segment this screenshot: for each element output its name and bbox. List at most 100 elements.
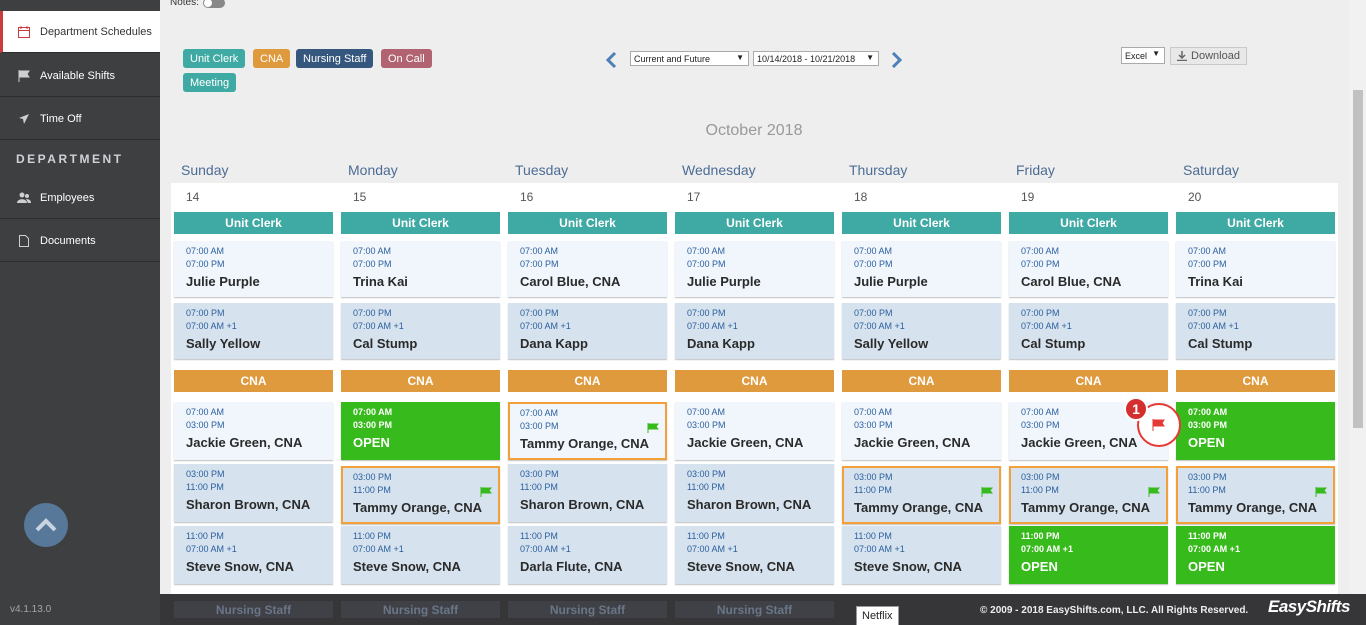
shift-start-time: 03:00 PM <box>1021 472 1060 482</box>
shift-card[interactable]: 07:00 AM 03:00 PM Jackie Green, CNA <box>842 402 1001 460</box>
sidebar-item-label: Documents <box>40 234 96 247</box>
next-week-button[interactable] <box>889 51 905 69</box>
date-range-value: 10/14/2018 - 10/21/2018 <box>757 53 856 64</box>
shift-end-time: 07:00 AM +1 <box>186 544 237 554</box>
calendar-icon <box>16 25 32 39</box>
shift-card[interactable]: 11:00 PM 07:00 AM +1 Darla Flute, CNA <box>508 526 667 584</box>
shift-card[interactable]: 07:00 AM 07:00 PM Julie Purple <box>174 241 333 297</box>
shift-card[interactable]: 03:00 PM 11:00 PM Tammy Orange, CNA <box>1176 466 1335 524</box>
shift-end-time: 07:00 AM +1 <box>186 321 237 331</box>
shift-end-time: 03:00 PM <box>687 420 726 430</box>
shift-card[interactable]: 11:00 PM 07:00 AM +1 Steve Snow, CNA <box>174 526 333 584</box>
scroll-to-top-button[interactable] <box>24 503 68 547</box>
shift-employee-name: OPEN <box>353 435 390 450</box>
shift-card[interactable]: 11:00 PM 07:00 AM +1 Steve Snow, CNA <box>341 526 500 584</box>
shift-employee-name: Dana Kapp <box>687 336 755 351</box>
shift-card[interactable]: 07:00 AM 07:00 PM Trina Kai <box>1176 241 1335 297</box>
shift-card[interactable]: 07:00 AM 07:00 PM Julie Purple <box>842 241 1001 297</box>
shift-start-time: 11:00 PM <box>520 531 558 541</box>
sidebar-item-documents[interactable]: Documents <box>0 220 160 262</box>
shift-end-time: 07:00 PM <box>854 259 893 269</box>
scrollbar[interactable] <box>1350 0 1366 594</box>
shift-card[interactable]: 07:00 AM 03:00 PM Jackie Green, CNA <box>675 402 834 460</box>
open-shift-card[interactable]: 07:00 AM 03:00 PM OPEN <box>341 402 500 460</box>
shift-card[interactable]: 03:00 PM 11:00 PM Sharon Brown, CNA <box>174 464 333 522</box>
legend-meeting[interactable]: Meeting <box>183 73 237 92</box>
shift-end-time: 11:00 PM <box>1021 485 1059 495</box>
shift-card[interactable]: 07:00 AM 07:00 PM Trina Kai <box>341 241 500 297</box>
shift-start-time: 03:00 PM <box>520 469 559 479</box>
shift-start-time: 07:00 AM <box>687 407 726 417</box>
shift-start-time: 07:00 AM <box>1188 407 1228 417</box>
shift-card[interactable]: 07:00 AM 07:00 PM Carol Blue, CNA <box>1009 241 1168 297</box>
legend-nursing-staff[interactable]: Nursing Staff <box>296 49 374 68</box>
footer <box>160 594 1366 625</box>
open-shift-card[interactable]: 07:00 AM 03:00 PM OPEN <box>1176 402 1335 460</box>
sidebar-item-department-schedules[interactable]: Department Schedules <box>0 11 160 53</box>
range-select[interactable]: Current and Future ▼ <box>630 51 749 66</box>
shift-employee-name: OPEN <box>1188 559 1225 574</box>
shift-employee-name: Dana Kapp <box>520 336 588 351</box>
sidebar-item-available-shifts[interactable]: Available Shifts <box>0 55 160 97</box>
shift-card[interactable]: 11:00 PM 07:00 AM +1 Steve Snow, CNA <box>675 526 834 584</box>
legend-unit-clerk[interactable]: Unit Clerk <box>183 49 246 68</box>
shift-card[interactable]: 07:00 AM 07:00 PM Julie Purple <box>675 241 834 297</box>
shift-start-time: 07:00 AM <box>353 407 393 417</box>
sidebar-section-department: DEPARTMENT <box>16 152 124 166</box>
shift-employee-name: Cal Stump <box>1188 336 1253 351</box>
shift-start-time: 07:00 AM <box>353 246 392 256</box>
shift-start-time: 07:00 PM <box>854 308 893 318</box>
shift-employee-name: Sally Yellow <box>186 336 261 351</box>
shift-employee-name: Trina Kai <box>353 274 408 289</box>
legend-on-call[interactable]: On Call <box>381 49 432 68</box>
shift-start-time: 11:00 PM <box>353 531 391 541</box>
shift-end-time: 03:00 PM <box>1021 420 1060 430</box>
shift-card[interactable]: 07:00 AM 07:00 PM Carol Blue, CNA <box>508 241 667 297</box>
shift-card[interactable]: 03:00 PM 11:00 PM Tammy Orange, CNA <box>842 466 1001 524</box>
date-range-select[interactable]: 10/14/2018 - 10/21/2018 ▼ <box>753 51 879 66</box>
shift-end-time: 07:00 PM <box>687 259 726 269</box>
shift-card[interactable]: 07:00 PM 07:00 AM +1 Sally Yellow <box>174 303 333 359</box>
shift-card[interactable]: 07:00 PM 07:00 AM +1 Cal Stump <box>1009 303 1168 359</box>
open-shift-card[interactable]: 11:00 PM 07:00 AM +1 OPEN <box>1009 526 1168 584</box>
sidebar-item-label: Employees <box>40 191 95 204</box>
caret-down-icon: ▼ <box>1152 49 1160 58</box>
app-version: v4.1.13.0 <box>10 604 52 615</box>
sidebar-item-label: Department Schedules <box>40 25 152 38</box>
shift-card[interactable]: 03:00 PM 11:00 PM Sharon Brown, CNA <box>675 464 834 522</box>
shift-employee-name: Julie Purple <box>687 274 761 289</box>
sidebar-item-time-off[interactable]: Time Off <box>0 98 160 140</box>
green-flag-icon <box>1148 484 1161 497</box>
shift-end-time: 07:00 PM <box>1188 259 1227 269</box>
shift-card[interactable]: 07:00 PM 07:00 AM +1 Dana Kapp <box>675 303 834 359</box>
shift-employee-name: Jackie Green, CNA <box>687 435 804 450</box>
unit-clerk-header: Unit Clerk <box>1176 212 1335 234</box>
shift-start-time: 07:00 PM <box>186 308 225 318</box>
shift-card[interactable]: 03:00 PM 11:00 PM Tammy Orange, CNA <box>1009 466 1168 524</box>
shift-card[interactable]: 11:00 PM 07:00 AM +1 Steve Snow, CNA <box>842 526 1001 584</box>
shift-card[interactable]: 07:00 PM 07:00 AM +1 Dana Kapp <box>508 303 667 359</box>
shift-card[interactable]: 07:00 PM 07:00 AM +1 Cal Stump <box>341 303 500 359</box>
shift-card[interactable]: 07:00 AM 03:00 PM Tammy Orange, CNA <box>508 402 667 460</box>
download-label: Download <box>1191 50 1240 62</box>
day-name: Saturday <box>1183 162 1240 178</box>
shift-employee-name: Sally Yellow <box>854 336 929 351</box>
download-button[interactable]: Download <box>1170 47 1247 65</box>
shift-card[interactable]: 07:00 PM 07:00 AM +1 Cal Stump <box>1176 303 1335 359</box>
shift-card[interactable]: 03:00 PM 11:00 PM Tammy Orange, CNA <box>341 466 500 524</box>
shift-start-time: 03:00 PM <box>353 472 392 482</box>
sidebar-item-employees[interactable]: Employees <box>0 177 160 219</box>
notes-toggle[interactable] <box>202 0 225 8</box>
prev-week-button[interactable] <box>603 51 619 69</box>
export-format-select[interactable]: Excel ▼ <box>1121 47 1165 64</box>
shift-card[interactable]: 03:00 PM 11:00 PM Sharon Brown, CNA <box>508 464 667 522</box>
scrollbar-thumb[interactable] <box>1353 90 1363 428</box>
open-shift-card[interactable]: 11:00 PM 07:00 AM +1 OPEN <box>1176 526 1335 584</box>
shift-card[interactable]: 07:00 AM 03:00 PM Jackie Green, CNA <box>174 402 333 460</box>
notification-badge: 1 <box>1124 397 1148 421</box>
month-title: October 2018 <box>705 122 803 139</box>
legend-cna[interactable]: CNA <box>253 49 291 68</box>
shift-card[interactable]: 07:00 PM 07:00 AM +1 Sally Yellow <box>842 303 1001 359</box>
shift-end-time: 07:00 AM +1 <box>687 321 738 331</box>
download-icon <box>1177 51 1188 61</box>
